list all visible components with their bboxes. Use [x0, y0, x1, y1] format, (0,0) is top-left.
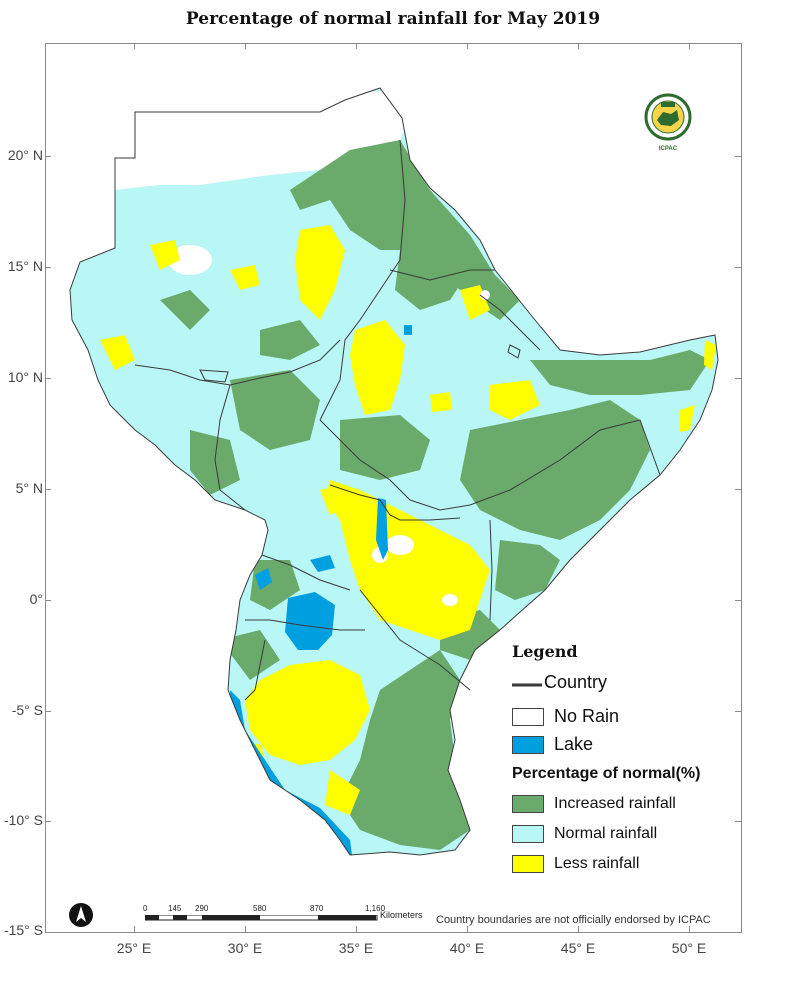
north-arrow-icon	[69, 903, 93, 927]
disclaimer: Country boundaries are not officially en…	[436, 914, 711, 926]
scale-bar-graphic	[145, 915, 378, 921]
scale-tick: 580	[253, 904, 267, 913]
igad-icpac-logo-icon	[644, 93, 692, 141]
lat-tick	[45, 821, 51, 822]
legend-label-lake: Lake	[554, 734, 594, 754]
lat-tick	[45, 489, 51, 490]
lat-tick	[45, 711, 51, 712]
scale-tick: 145	[168, 904, 182, 913]
lat-label-0: 0°	[29, 591, 43, 607]
legend-item-normal: Normal rainfall	[512, 825, 657, 843]
lon-label-40e: 40° E	[449, 940, 485, 956]
lat-tick	[735, 378, 741, 379]
country-boundaries	[69, 87, 719, 856]
legend-label-normal: Normal rainfall	[554, 825, 658, 842]
lon-label-45e: 45° E	[560, 940, 596, 956]
lat-tick	[735, 156, 741, 157]
lat-tick	[735, 600, 741, 601]
lon-tick	[578, 43, 579, 49]
legend-item-country: Country	[512, 672, 607, 693]
lat-tick	[735, 267, 741, 268]
scale-tick: 870	[310, 904, 324, 913]
swatch-increased	[512, 795, 544, 813]
lake-areas	[230, 325, 412, 855]
map-title: Percentage of normal rainfall for May 20…	[185, 9, 601, 29]
lon-tick	[578, 926, 579, 932]
legend-item-lake: Lake	[512, 734, 593, 755]
lat-label-15s: -15° S	[3, 922, 43, 938]
country-line-icon	[512, 683, 542, 686]
lon-tick	[245, 926, 246, 932]
lat-tick	[45, 267, 51, 268]
lon-label-50e: 50° E	[671, 940, 707, 956]
lat-label-5n: 5° N	[15, 480, 43, 496]
no-rain-area	[110, 90, 420, 190]
lon-tick	[134, 43, 135, 49]
logo-name: ICPAC	[658, 146, 678, 152]
legend-label-increased: Increased rainfall	[554, 795, 676, 812]
lat-tick	[735, 821, 741, 822]
legend-label-less: Less rainfall	[554, 855, 640, 872]
lon-tick	[356, 926, 357, 932]
lat-tick	[45, 600, 51, 601]
swatch-lake	[512, 735, 544, 754]
lon-label-25e: 25° E	[116, 940, 152, 956]
scale-tick: 290	[195, 904, 209, 913]
legend-label-no-rain: No Rain	[554, 706, 620, 726]
legend-subtitle: Percentage of normal(%)	[512, 765, 701, 782]
lon-tick	[467, 926, 468, 932]
scale-tick: 0	[143, 904, 148, 913]
swatch-normal	[512, 825, 544, 843]
lat-label-5s: -5° S	[11, 702, 43, 718]
lat-label-15n: 15° N	[7, 258, 43, 274]
lon-tick	[134, 926, 135, 932]
no-rain-area	[168, 245, 212, 275]
lon-tick	[245, 43, 246, 49]
legend-item-increased: Increased rainfall	[512, 795, 676, 813]
legend-item-less: Less rainfall	[512, 855, 639, 873]
lon-tick	[467, 43, 468, 49]
lat-label-20n: 20° N	[7, 147, 43, 163]
lon-tick	[689, 43, 690, 49]
lat-label-10s: -10° S	[3, 812, 43, 828]
icpac-logo: ICPAC	[637, 92, 699, 152]
lat-tick	[735, 711, 741, 712]
legend-title: Legend	[512, 642, 578, 661]
legend-item-no-rain: No Rain	[512, 706, 619, 727]
lon-label-30e: 30° E	[227, 940, 263, 956]
swatch-less	[512, 855, 544, 873]
lat-tick	[735, 489, 741, 490]
lat-label-10n: 10° N	[7, 369, 43, 385]
lon-label-35e: 35° E	[338, 940, 374, 956]
scale-tick: 1,160	[365, 904, 386, 913]
legend-label-country: Country	[544, 672, 608, 692]
lat-tick	[45, 378, 51, 379]
lon-tick	[356, 43, 357, 49]
swatch-no-rain	[512, 707, 544, 726]
lon-tick	[689, 926, 690, 932]
scale-unit: Kilometers	[380, 910, 423, 920]
lat-tick	[45, 156, 51, 157]
